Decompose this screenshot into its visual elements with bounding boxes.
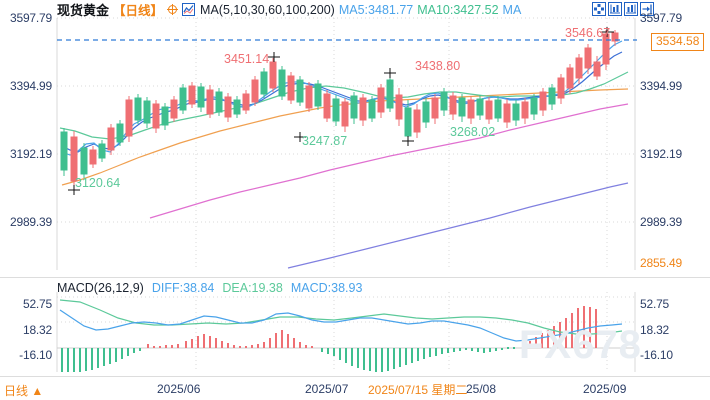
- macd-panel-series: [57, 299, 635, 372]
- price-axis-left-0: 3597.79: [10, 11, 52, 25]
- ma5-value: MA5:3481.77: [338, 2, 414, 17]
- price-axis-right-0: 3597.79: [640, 11, 682, 25]
- price-axis-left-3: 2989.39: [10, 215, 52, 229]
- macd-dea-line: [59, 299, 623, 335]
- watermark: FX678: [519, 323, 642, 367]
- price-axis-right-1: 3394.99: [640, 79, 682, 93]
- chart-header: 现货黄金 【日线】 MA(5,10,30,60,100,200) MA5:348…: [57, 1, 522, 19]
- time-label-3: 2025/09: [583, 382, 627, 396]
- scale-left-icon[interactable]: [608, 2, 622, 16]
- annotation-swing-high-2: 3438.80: [415, 59, 461, 73]
- scale-right-icon[interactable]: [624, 2, 638, 16]
- macd-header: MACD(26,12,9) DIFF:38.84 DEA:19.38 MACD:…: [57, 281, 362, 295]
- time-label-1: 2025/07: [305, 382, 349, 396]
- swing-markers: [68, 27, 614, 195]
- macd-macd-value: MACD:38.93: [290, 281, 363, 295]
- move-chart-icon[interactable]: [592, 2, 606, 16]
- symbol-name: 现货黄金: [57, 3, 110, 18]
- macd-diff-line: [59, 309, 623, 342]
- time-label-0: 2025/06: [157, 382, 201, 396]
- gridlines-horizontal: [57, 17, 635, 223]
- shift-right-icon[interactable]: [640, 2, 654, 16]
- macd-dea-value: DEA:19.38: [222, 281, 283, 295]
- price-axis-right-accent: 2855.49: [640, 256, 682, 270]
- symbol-period[interactable]: 【日线】: [113, 4, 164, 18]
- macd-axis-right-2: -16.10: [640, 348, 673, 362]
- time-label-2: 25/08: [466, 382, 497, 396]
- candlestick-series: [60, 30, 619, 189]
- macd-axis-left-2: -16.10: [19, 348, 52, 362]
- macd-diff-value: DIFF:38.84: [151, 281, 215, 295]
- annotation-swing-high-3: 3546.67: [565, 26, 611, 40]
- chart-toolbar[interactable]: [592, 2, 654, 16]
- price-axis-right-2: 3192.19: [640, 147, 682, 161]
- annotation-swing-low-2: 3247.87: [302, 134, 348, 148]
- ma100-line: [149, 103, 629, 219]
- current-price-tag[interactable]: 3534.58: [651, 33, 705, 51]
- chart-indicator-icon[interactable]: [182, 3, 196, 16]
- annotation-swing-low-3: 3268.02: [450, 125, 496, 139]
- crosshair-date-label: 2025/07/15 星期二: [368, 383, 468, 397]
- ma-more-label: MA: [502, 2, 522, 17]
- macd-indicator-name[interactable]: MACD(26,12,9): [57, 281, 144, 295]
- ma10-value: MA10:3427.52: [417, 2, 499, 17]
- period-selector[interactable]: 日线 ▲: [4, 384, 44, 398]
- annotation-swing-high-1: 3451.14: [224, 52, 270, 66]
- crosshair-icon[interactable]: [167, 4, 179, 15]
- macd-axis-left-0: 52.75: [22, 297, 52, 311]
- ma60-line: [61, 88, 629, 186]
- macd-axis-right-0: 52.75: [640, 297, 670, 311]
- price-axis-left-1: 3394.99: [10, 79, 52, 93]
- annotation-swing-low-1: 3120.64: [75, 176, 121, 190]
- price-axis-right-3: 2989.39: [640, 215, 682, 229]
- macd-axis-right-1: 18.32: [640, 323, 670, 337]
- price-axis-left-2: 3192.19: [10, 147, 52, 161]
- ma-indicator-title: MA(5,10,30,60,100,200): [200, 2, 335, 17]
- ma200-line: [287, 182, 629, 269]
- macd-axis-left-1: 18.32: [22, 323, 52, 337]
